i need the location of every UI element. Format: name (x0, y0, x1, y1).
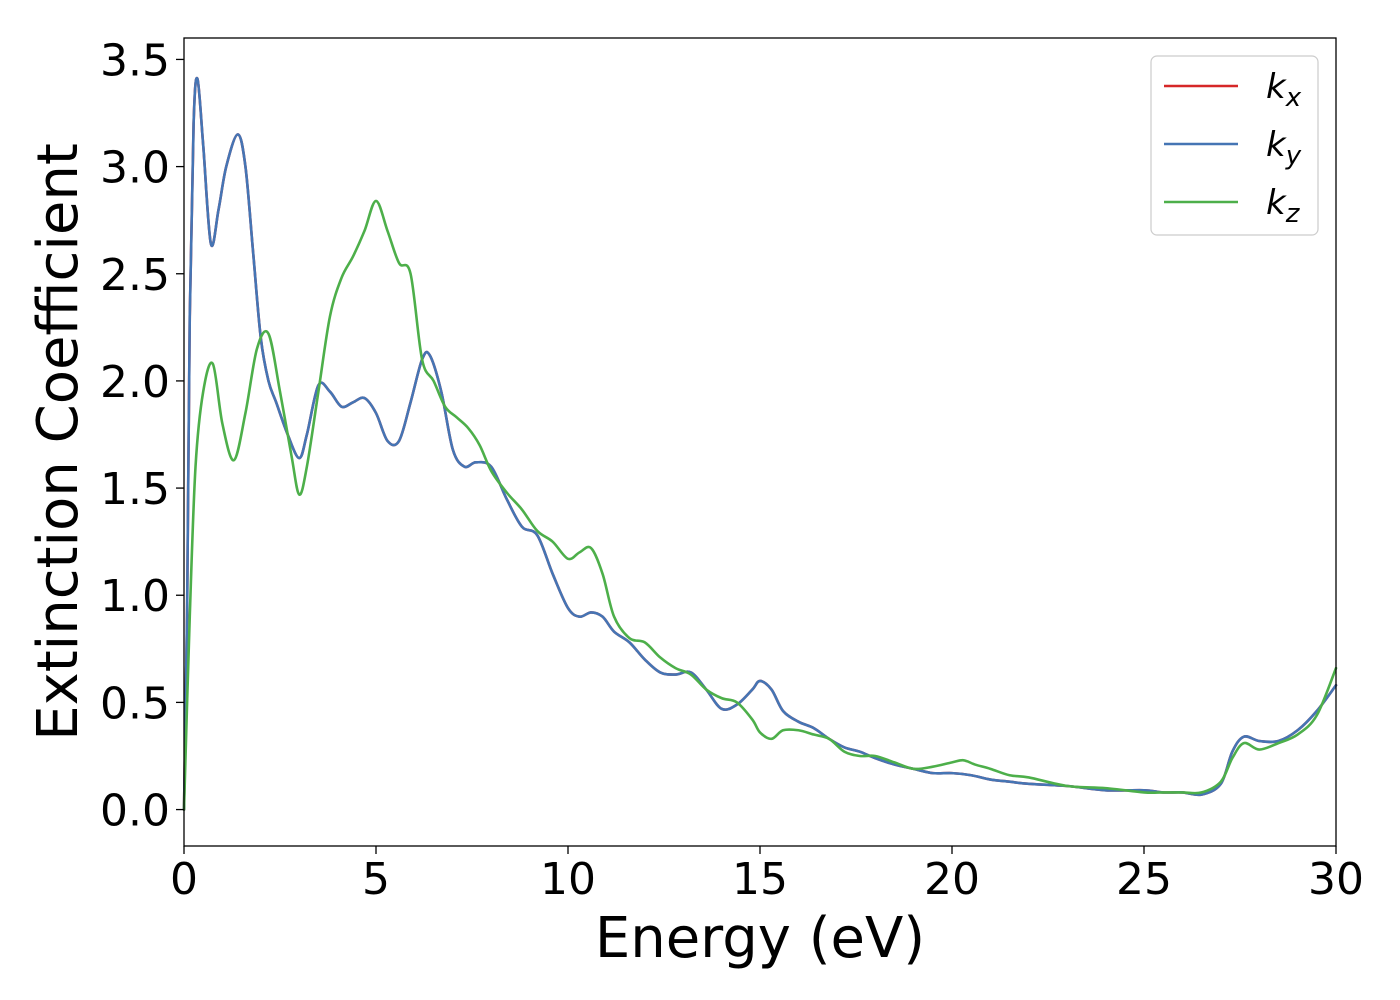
y-tick-label: 1.5 (100, 464, 170, 515)
legend-label-base: k (1266, 183, 1287, 223)
legend-label-base: k (1266, 125, 1287, 165)
legend-label-subscript: x (1285, 83, 1302, 113)
x-tick-label: 10 (540, 854, 596, 905)
legend-label-ky: ky (1266, 125, 1302, 171)
legend-box (1150, 55, 1319, 236)
series-line-ky (182, 76, 1338, 811)
x-tick-label: 25 (1116, 854, 1172, 905)
x-axis-label: Energy (eV) (595, 906, 925, 971)
y-axis-label: Extinction Coefficient (26, 143, 91, 741)
x-tick-label: 15 (732, 854, 788, 905)
series-layer (182, 76, 1338, 811)
legend-label-kz: kz (1266, 183, 1301, 229)
legend-label-subscript: z (1285, 199, 1301, 229)
series-line-kz (182, 199, 1338, 811)
x-tick-label: 5 (362, 854, 390, 905)
legend-label-kx: kx (1266, 67, 1302, 113)
legend-label-subscript: y (1285, 141, 1302, 171)
x-tick-label: 0 (170, 854, 198, 905)
y-tick-label: 1.0 (100, 571, 170, 622)
y-tick-label: 0.5 (100, 678, 170, 729)
y-axis-ticks: 0.0 0.5 1.0 1.5 2.0 2.5 3.0 3.5 (100, 35, 184, 837)
y-tick-label: 2.5 (100, 250, 170, 301)
legend-label-base: k (1266, 67, 1287, 107)
x-axis-ticks: 0 5 10 15 20 25 30 (170, 846, 1364, 905)
y-tick-label: 2.0 (100, 357, 170, 408)
y-tick-label: 3.5 (100, 35, 170, 86)
x-tick-label: 20 (924, 854, 980, 905)
y-tick-label: 0.0 (100, 786, 170, 837)
y-tick-label: 3.0 (100, 143, 170, 194)
x-tick-label: 30 (1308, 854, 1364, 905)
